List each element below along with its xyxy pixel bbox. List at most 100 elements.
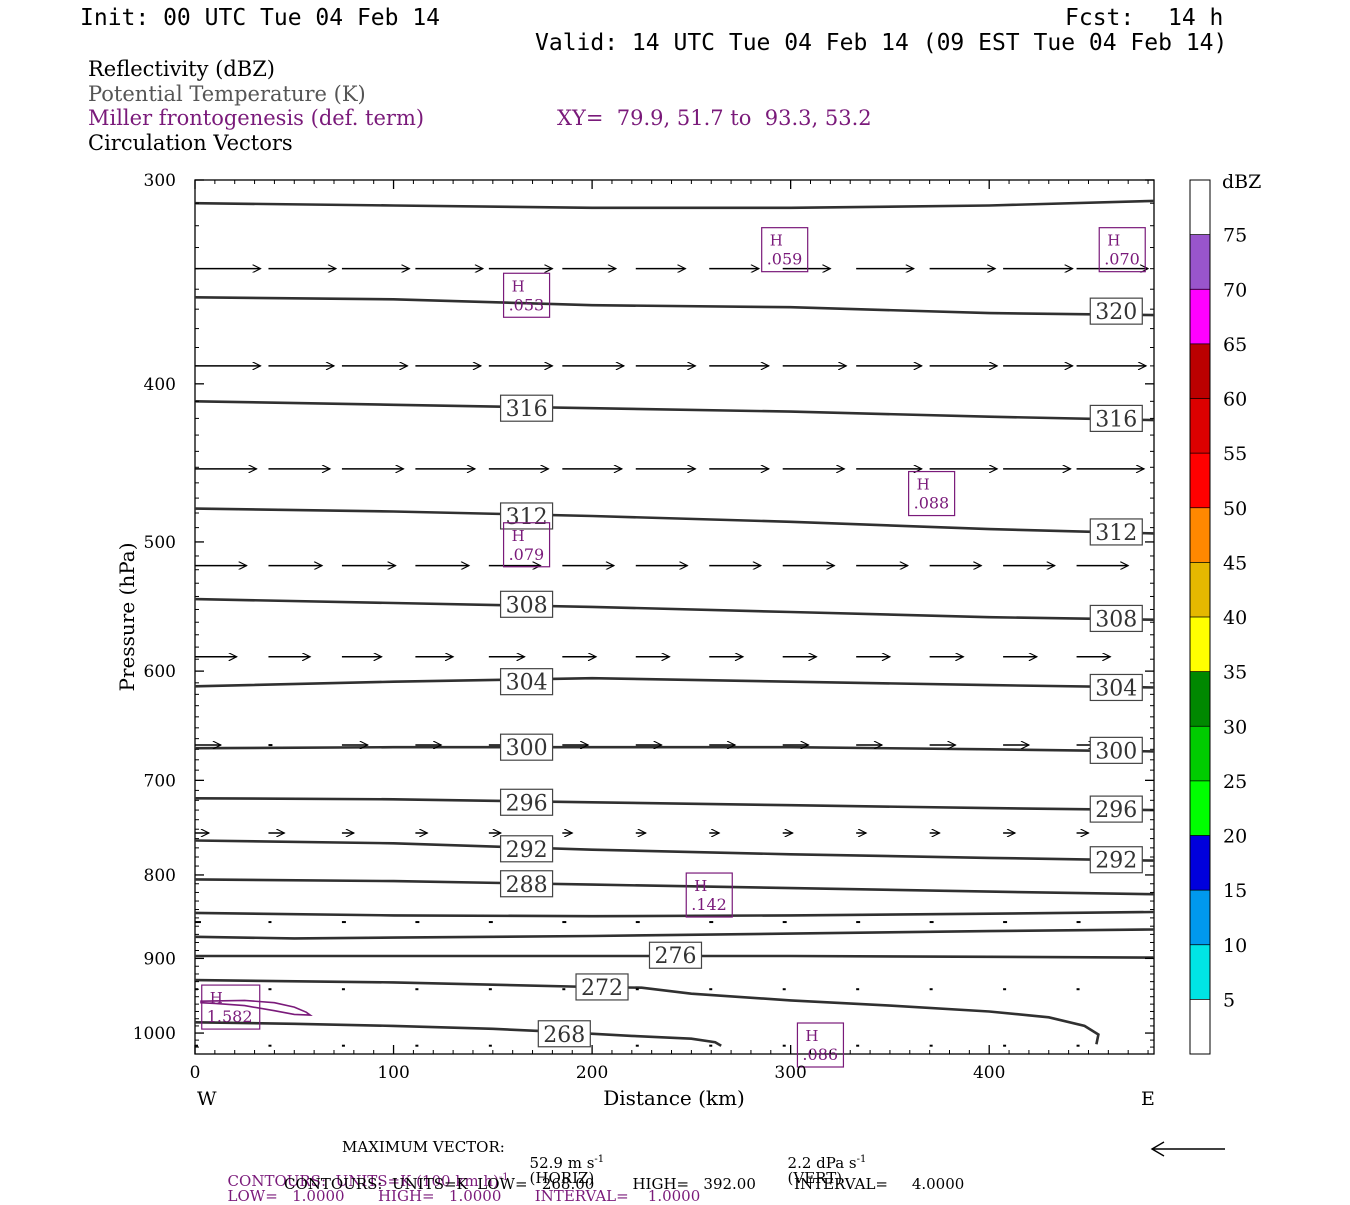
- theta-label-box: [1089, 736, 1143, 764]
- colorbar-segment: [1190, 180, 1210, 235]
- theta-label-box: [1089, 795, 1143, 823]
- y-tick-label: 500: [144, 533, 176, 553]
- potential-temperature-labels: 276 272 268 288 292 296 300 304 308 312 316 320 316 3…: [499, 297, 1143, 1048]
- colorbar-label: 75: [1223, 225, 1247, 247]
- frontogenesis-max: H.088: [908, 470, 956, 517]
- y-tick-label: 1000: [133, 1024, 176, 1044]
- theta-label-text: 316: [506, 397, 548, 422]
- frontogenesis-max-box: [502, 272, 551, 318]
- theta-label: 292: [1089, 846, 1143, 874]
- y-tick-label: 900: [144, 949, 176, 969]
- frontogenesis-max: H.079: [502, 522, 551, 568]
- theta-label: 292: [499, 835, 554, 863]
- frontogenesis-max-letter: H: [694, 877, 707, 895]
- frontogenesis-max: H1.582: [201, 984, 261, 1030]
- frontogenesis-max-value: .070: [1104, 250, 1140, 269]
- theta-line-272: [194, 978, 1100, 1045]
- theta-label-text: 304: [506, 671, 548, 696]
- colorbar-segment: [1190, 453, 1210, 508]
- frontogenesis-max-value: .088: [914, 494, 950, 513]
- theta-label: 308: [499, 590, 554, 618]
- forecast-hour: 14 h: [1168, 5, 1224, 31]
- x-axis-label: Distance (km): [603, 1086, 745, 1110]
- colorbar-segment: [1190, 398, 1210, 454]
- theta-label: 320: [1089, 297, 1143, 325]
- colorbar-label: 20: [1223, 826, 1247, 848]
- colorbar-label: 45: [1223, 552, 1247, 574]
- theta-label-box: [499, 835, 554, 863]
- colorbar-label: 30: [1223, 716, 1247, 738]
- theta-label-box: [499, 870, 554, 898]
- theta-label-text: 320: [1095, 300, 1137, 325]
- colorbar-segment: [1190, 671, 1210, 727]
- frontogenesis-max-letter: H: [917, 476, 930, 494]
- theta-label: 316: [1089, 404, 1143, 432]
- theta-label: 268: [537, 1020, 591, 1048]
- colorbar-segment: [1190, 999, 1210, 1054]
- theta-label-box: [1089, 846, 1143, 874]
- cross-section-endpoints: XY= 79.9, 51.7 to 93.3, 53.2: [557, 106, 872, 130]
- theta-label-text: 300: [506, 736, 548, 761]
- theta-label-text: 268: [543, 1023, 585, 1048]
- frontogenesis-max-value: .079: [509, 545, 545, 564]
- forecast-label: Fcst:: [1065, 5, 1135, 31]
- colorbar-label: 35: [1223, 662, 1247, 684]
- theta-label-box: [499, 788, 554, 816]
- theta-line-300: [194, 745, 1155, 753]
- max-vector-vert-tail: (VERT): [787, 1169, 843, 1187]
- frontogenesis-max: H.086: [796, 1022, 845, 1068]
- colorbar-label: 25: [1223, 771, 1247, 793]
- theta-label: 304: [499, 668, 554, 696]
- theta-label: 312: [499, 502, 554, 530]
- colorbar-segment: [1190, 507, 1210, 563]
- init-time: Init: 00 UTC Tue 04 Feb 14: [80, 5, 441, 31]
- x-axis-west-label: W: [197, 1088, 217, 1110]
- colorbar-label: 65: [1223, 334, 1247, 356]
- theta-label-box: [537, 1020, 591, 1048]
- frontogenesis-units-exponent: -1: [498, 1172, 509, 1183]
- theta-label-box: [499, 394, 554, 422]
- frontogenesis-max-box: [201, 984, 261, 1030]
- frontogenesis-max-value: 1.582: [207, 1007, 253, 1026]
- y-tick-label: 800: [144, 866, 176, 886]
- reflectivity-colorbar: 5 10 15 20 25 30 35 40 45 50 55 60 65 70 75 dBZ: [1189, 171, 1261, 1055]
- max-vector-horiz-exponent: -1: [594, 1154, 605, 1165]
- theta-label-box: [499, 502, 554, 530]
- potential-temperature-lines: [194, 199, 1155, 1047]
- valid-time: Valid: 14 UTC Tue 04 Feb 14 (09 EST Tue …: [535, 30, 1228, 56]
- colorbar-label: 15: [1223, 880, 1247, 902]
- theta-label-text: 308: [506, 593, 548, 618]
- axes: 300 400 500 600 700 800 900 1000 0 100 200 300 400: [133, 171, 1154, 1083]
- frontogenesis-max-value: .053: [509, 295, 545, 314]
- frontogenesis-max: H.059: [761, 227, 809, 273]
- frontogenesis-max-letter: H: [770, 232, 783, 250]
- frontogenesis-max-box: [685, 872, 733, 918]
- theta-label-text: 292: [1095, 849, 1137, 874]
- x-tick-label: 0: [190, 1063, 201, 1083]
- theta-line-292: [194, 839, 1155, 862]
- x-axis-east-label: E: [1141, 1088, 1155, 1110]
- theta-label-text: 288: [506, 873, 548, 898]
- y-axis-label: Pressure (hPa): [115, 543, 139, 692]
- theta-label-text: 300: [1095, 739, 1137, 764]
- colorbar-segment: [1190, 890, 1210, 945]
- colorbar-label: 10: [1223, 935, 1247, 957]
- frontogenesis-contours: [200, 999, 313, 1017]
- x-tick-label: 400: [973, 1063, 1005, 1083]
- y-tick-label: 300: [144, 171, 176, 191]
- reference-vector-arrow: [1150, 1141, 1225, 1157]
- frontogenesis-max-value: .059: [767, 250, 803, 269]
- frontogenesis-max-letter: H: [805, 1027, 818, 1045]
- cross-section-chart: 2762722682882922963003043083123163203163…: [115, 171, 1261, 1110]
- theta-line-304: [194, 676, 1155, 689]
- y-tick-label: 700: [144, 771, 176, 791]
- frontogenesis-max-box: [761, 227, 809, 273]
- max-vector-horiz: 52.9 m s-1 (HORIZ): [520, 1140, 605, 1186]
- theta-line-324: [194, 199, 1155, 210]
- colorbar-label: 40: [1223, 607, 1247, 629]
- theta-label-box: [499, 668, 554, 696]
- frontogenesis-max: H.053: [502, 272, 551, 318]
- colorbar-label: 5: [1223, 989, 1235, 1011]
- frontogenesis-max-letter: H: [210, 989, 223, 1007]
- theta-label-box: [648, 941, 703, 969]
